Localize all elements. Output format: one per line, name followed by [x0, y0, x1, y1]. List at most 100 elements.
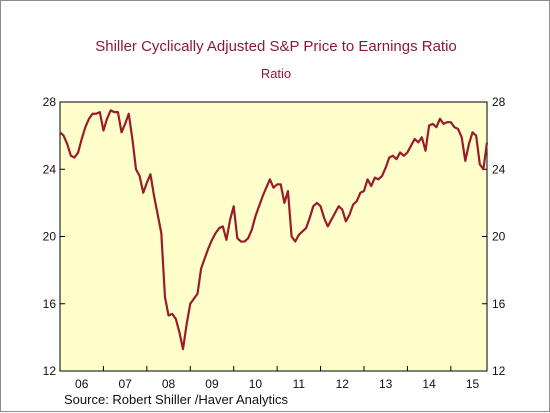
- y-tick-label: 28: [43, 95, 57, 109]
- data-point: [298, 234, 300, 236]
- data-point: [88, 118, 90, 120]
- data-point: [240, 240, 242, 243]
- y-tick-label: 24: [43, 162, 57, 176]
- data-point: [316, 202, 318, 204]
- x-tick-label: 13: [379, 377, 393, 391]
- data-point: [309, 217, 311, 219]
- data-point: [124, 123, 126, 125]
- data-point: [160, 232, 162, 234]
- plot-area: [59, 101, 488, 372]
- data-point: [421, 136, 423, 138]
- data-point: [338, 205, 340, 207]
- data-point: [280, 183, 282, 185]
- data-point: [319, 205, 322, 207]
- x-axis: 06 07 08 09 10 11 12 13 14 15: [75, 366, 488, 391]
- y-tick-label: 16: [43, 297, 57, 311]
- data-point: [142, 192, 144, 194]
- data-point: [110, 109, 112, 112]
- y-axis-right: 12 16 20 24 28: [482, 95, 506, 378]
- data-point: [70, 155, 72, 157]
- data-point: [482, 168, 484, 170]
- data-point: [424, 150, 427, 152]
- data-point: [120, 131, 123, 133]
- data-point: [276, 183, 278, 185]
- data-point: [200, 267, 202, 270]
- data-point: [348, 214, 351, 216]
- data-point: [262, 195, 264, 197]
- data-point: [359, 192, 361, 194]
- data-point: [95, 113, 97, 115]
- data-point: [334, 212, 336, 214]
- data-point: [453, 126, 456, 128]
- data-point: [254, 215, 257, 217]
- data-point: [117, 111, 119, 113]
- data-point: [403, 155, 405, 157]
- series-layer: [59, 109, 489, 351]
- data-point: [428, 124, 430, 127]
- data-point: [294, 240, 296, 243]
- data-point: [327, 225, 329, 228]
- data-point: [399, 151, 401, 154]
- data-point: [153, 195, 155, 197]
- data-point: [392, 155, 394, 157]
- data-point: [301, 230, 304, 233]
- data-point: [345, 220, 347, 222]
- data-point: [84, 126, 86, 128]
- data-point: [388, 156, 390, 159]
- source-note: Source: Robert Shiller /Haver Analytics: [64, 392, 288, 407]
- y-tick-label: 20: [43, 230, 57, 244]
- data-point: [186, 323, 188, 325]
- data-point: [410, 145, 412, 147]
- data-point: [258, 205, 260, 207]
- y-tick-label: 24: [492, 162, 506, 176]
- x-tick-label: 11: [293, 377, 306, 391]
- data-point: [442, 123, 445, 125]
- data-point: [272, 187, 275, 189]
- data-point: [164, 296, 166, 298]
- data-point: [381, 175, 383, 177]
- y-tick-label: 12: [492, 364, 506, 378]
- chart-subtitle: Ratio: [260, 66, 292, 81]
- chart-title: Shiller Cyclically Adjusted S&P Price to…: [95, 38, 457, 55]
- data-point: [233, 205, 235, 207]
- data-point: [461, 136, 463, 138]
- data-point: [178, 331, 181, 333]
- x-tick-label: 08: [162, 377, 176, 391]
- data-point: [193, 298, 195, 300]
- data-point: [236, 237, 238, 239]
- data-point: [464, 160, 466, 162]
- data-point: [352, 203, 354, 206]
- data-point: [182, 348, 184, 350]
- data-point: [446, 121, 448, 123]
- x-tick-label: 06: [75, 377, 89, 391]
- y-tick-label: 28: [492, 95, 506, 109]
- data-point: [167, 314, 170, 317]
- data-point: [99, 111, 101, 113]
- data-point: [149, 173, 152, 175]
- x-tick-label: 09: [205, 377, 219, 391]
- data-point: [91, 113, 94, 115]
- data-point: [247, 237, 249, 239]
- data-point: [468, 143, 470, 145]
- data-point: [204, 257, 206, 259]
- data-point: [211, 239, 213, 241]
- data-point: [135, 168, 137, 170]
- data-point: [106, 118, 108, 120]
- y-tick-label: 16: [492, 297, 506, 311]
- data-point: [207, 247, 209, 249]
- data-point: [287, 190, 289, 192]
- data-point: [479, 163, 481, 165]
- data-point: [283, 202, 285, 204]
- data-point: [157, 214, 159, 216]
- data-point: [66, 143, 68, 145]
- data-point: [171, 313, 173, 315]
- data-point: [305, 227, 307, 229]
- data-point: [146, 182, 148, 184]
- data-point: [63, 135, 65, 137]
- x-tick-label: 07: [118, 377, 132, 391]
- data-point: [385, 166, 387, 169]
- data-point: [189, 303, 191, 305]
- data-point: [229, 219, 231, 221]
